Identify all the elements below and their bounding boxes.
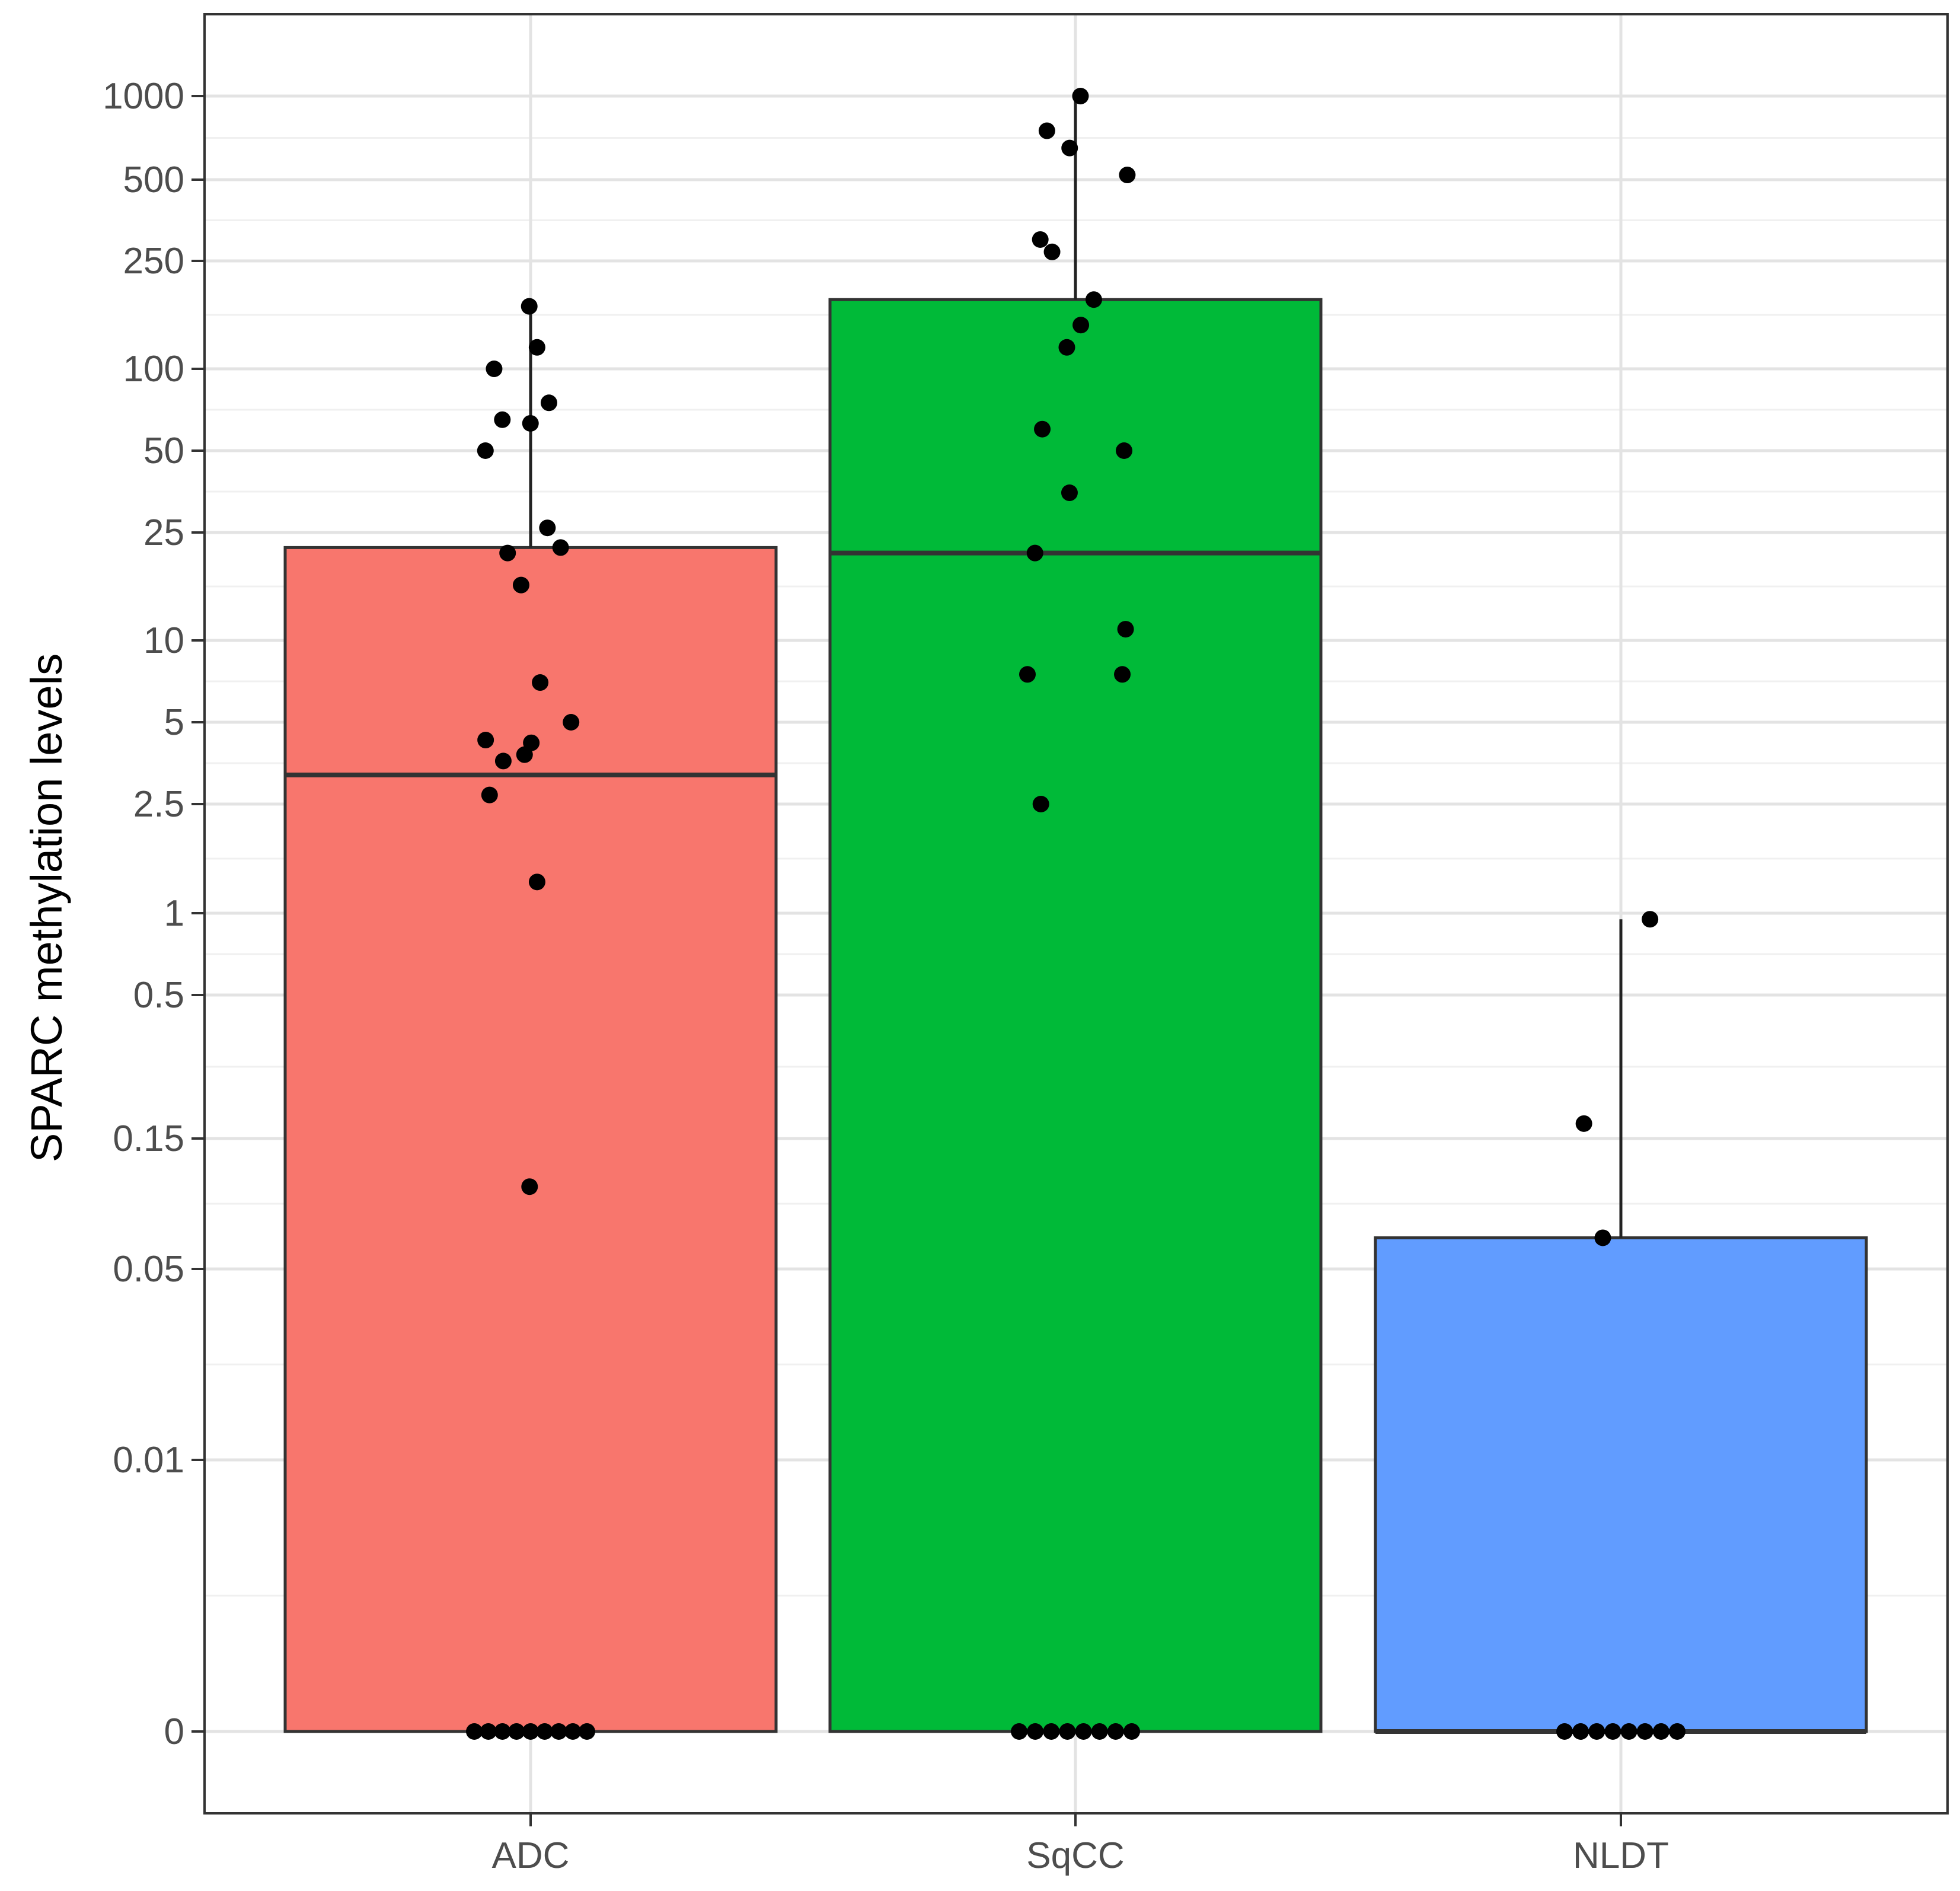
data-point-adc (521, 1178, 538, 1195)
data-point-sqcc (1032, 231, 1049, 248)
data-point-sqcc (1091, 1723, 1108, 1740)
data-point-adc (528, 339, 545, 356)
data-point-sqcc (1123, 1723, 1140, 1740)
data-point-sqcc (1107, 1723, 1124, 1740)
data-point-adc (486, 361, 503, 377)
data-point-sqcc (1061, 139, 1078, 157)
data-point-sqcc (1043, 243, 1061, 260)
y-tick-label: 250 (123, 241, 184, 282)
y-tick-label: 25 (143, 512, 184, 553)
data-point-sqcc (1072, 88, 1089, 104)
data-point-adc (480, 1723, 497, 1740)
data-point-adc (564, 1723, 582, 1740)
y-tick-label: 1 (164, 893, 184, 934)
data-point-sqcc (1059, 1723, 1076, 1740)
y-tick-label: 0.15 (113, 1118, 184, 1159)
data-point-adc (522, 414, 539, 432)
y-tick-label: 500 (123, 160, 184, 200)
x-tick-label-nldt: NLDT (1573, 1835, 1669, 1876)
bar-nldt (1374, 1236, 1868, 1733)
data-point-sqcc (1043, 1723, 1060, 1740)
y-tick-label: 10 (143, 620, 184, 661)
data-point-adc (499, 544, 516, 562)
data-point-nldt (1575, 1115, 1592, 1132)
data-point-sqcc (1119, 167, 1136, 184)
data-point-nldt (1636, 1723, 1653, 1740)
data-point-nldt (1588, 1723, 1605, 1740)
data-point-sqcc (1061, 484, 1078, 502)
y-tick-label: 2.5 (133, 784, 184, 825)
data-point-adc (523, 734, 540, 751)
y-axis: 0 0.01 0.05 0.15 0.5 1 2.5 5 10 25 50 100 250 500 1000 (103, 76, 205, 1752)
data-point-nldt (1620, 1723, 1637, 1740)
data-point-nldt (1556, 1723, 1573, 1740)
data-point-nldt (1652, 1723, 1669, 1740)
data-point-sqcc (1019, 666, 1036, 683)
data-point-sqcc (1038, 122, 1055, 139)
data-point-sqcc (1085, 291, 1102, 308)
data-point-adc (466, 1723, 483, 1740)
data-point-sqcc (1026, 544, 1043, 562)
data-point-sqcc (1114, 666, 1131, 683)
data-point-nldt (1594, 1229, 1611, 1246)
bar-sqcc (828, 298, 1323, 1733)
data-point-nldt (1572, 1723, 1589, 1740)
data-point-sqcc (1032, 796, 1049, 812)
data-point-adc (536, 1723, 553, 1740)
x-axis: ADC SqCC NLDT (492, 1813, 1669, 1876)
data-point-sqcc (1072, 317, 1090, 334)
data-point-adc (508, 1723, 525, 1740)
x-tick-label-sqcc: SqCC (1026, 1835, 1124, 1876)
y-tick-label: 1000 (103, 76, 184, 117)
data-point-adc (539, 519, 556, 537)
data-point-adc (528, 873, 545, 891)
data-point-adc (522, 1723, 539, 1740)
data-point-sqcc (1117, 621, 1134, 638)
data-point-sqcc (1034, 420, 1051, 438)
data-point-sqcc (1058, 339, 1075, 356)
x-tick-label-adc: ADC (492, 1835, 570, 1876)
y-tick-label: 100 (123, 349, 184, 390)
data-point-adc (494, 411, 511, 428)
bar-adc (283, 546, 778, 1733)
data-point-adc (532, 674, 549, 691)
data-point-nldt (1604, 1723, 1621, 1740)
data-point-adc (521, 298, 538, 315)
y-tick-label: 50 (143, 431, 184, 471)
y-axis-title: SPARC methylation levels (22, 653, 71, 1162)
bars (283, 298, 1868, 1733)
y-tick-label: 0.01 (113, 1440, 184, 1481)
data-point-adc (550, 1723, 567, 1740)
data-point-adc (552, 539, 569, 556)
data-point-sqcc (1011, 1723, 1027, 1740)
data-point-adc (477, 732, 494, 749)
data-point-adc (563, 714, 580, 731)
data-point-adc (481, 786, 498, 803)
data-point-nldt (1642, 911, 1659, 928)
data-point-adc (540, 394, 557, 412)
data-points (466, 88, 1686, 1740)
data-point-adc (494, 1723, 511, 1740)
y-tick-label: 0.5 (133, 975, 184, 1016)
data-point-nldt (1669, 1723, 1686, 1740)
data-point-adc (512, 576, 529, 594)
data-point-sqcc (1116, 442, 1133, 459)
y-tick-label: 5 (164, 702, 184, 743)
data-point-adc (579, 1723, 595, 1740)
data-point-adc (477, 442, 494, 459)
data-point-adc (494, 752, 512, 770)
data-point-sqcc (1027, 1723, 1044, 1740)
data-point-sqcc (1075, 1723, 1092, 1740)
y-tick-label: 0.05 (113, 1249, 184, 1290)
y-tick-label: 0 (164, 1711, 184, 1752)
